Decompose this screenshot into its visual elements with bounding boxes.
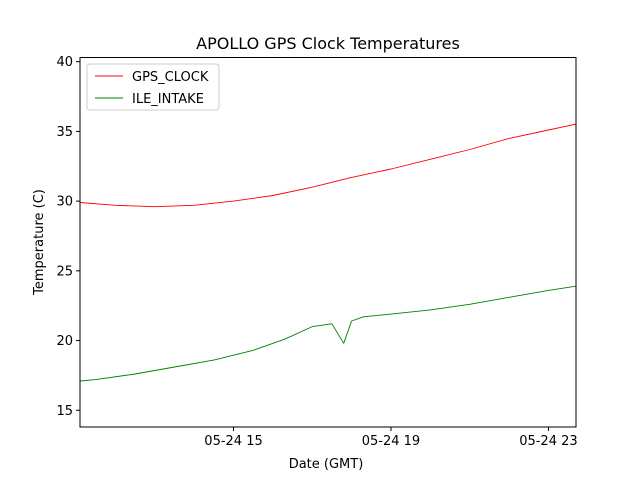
x-tick-label: 05-24 23 — [519, 434, 577, 449]
y-axis: 15 20 25 30 35 40 — [56, 55, 80, 419]
y-tick-label: 35 — [56, 125, 73, 140]
plot-frame — [79, 57, 577, 428]
y-tick-label: 30 — [56, 195, 73, 210]
series-line-ile-intake — [80, 285, 576, 382]
legend-label-ile-intake: ILE_INTAKE — [132, 92, 204, 107]
y-tick-label: 20 — [56, 334, 73, 349]
x-axis-label: Date (GMT) — [289, 457, 364, 472]
y-tick-label: 25 — [56, 264, 73, 279]
x-tick-label: 05-24 15 — [204, 434, 262, 449]
chart-title: APOLLO GPS Clock Temperatures — [196, 34, 460, 53]
legend-label-gps-clock: GPS_CLOCK — [132, 70, 209, 85]
y-axis-label: Temperature (C) — [32, 189, 47, 296]
y-tick-label: 40 — [56, 55, 73, 70]
x-axis: 05-24 15 05-24 19 05-24 23 — [204, 427, 578, 449]
series-line-gps-clock — [80, 123, 576, 208]
y-tick-label: 15 — [56, 404, 73, 419]
x-tick-label: 05-24 19 — [362, 434, 420, 449]
series-layer — [80, 123, 576, 382]
legend: GPS_CLOCK ILE_INTAKE — [86, 63, 220, 111]
